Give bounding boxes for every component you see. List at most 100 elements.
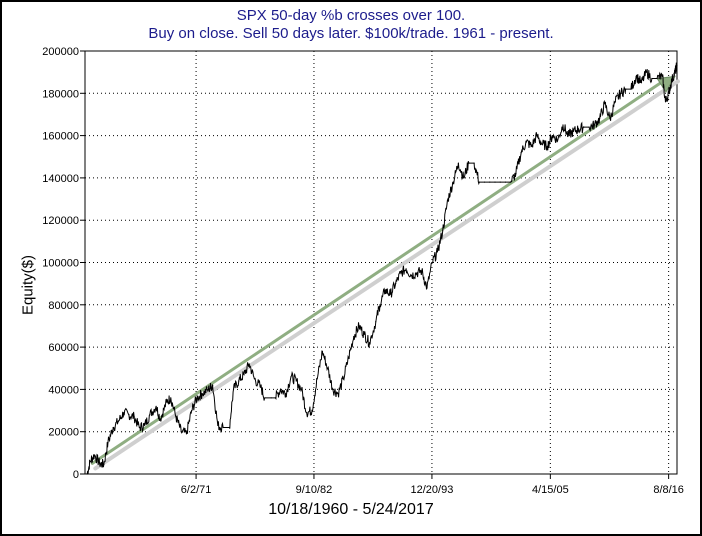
equity-data-point [604,103,606,105]
equity-data-point [238,380,240,382]
equity-data-point [515,173,517,175]
y-tick-label: 180000 [42,88,79,100]
equity-data-point [358,325,360,327]
equity-data-point [170,397,172,399]
equity-data-point [478,181,480,183]
equity-data-point [651,77,653,80]
y-tick-label: 120000 [42,215,79,227]
equity-data-point [327,367,329,369]
equity-data-point [676,65,678,67]
y-tick-label: 60000 [48,342,79,354]
equity-data-point [551,135,554,137]
equity-data-point [415,272,418,274]
equity-data-point [175,416,177,418]
equity-data-point [395,283,397,285]
equity-data-point [285,393,287,395]
equity-data-point [646,71,648,73]
equity-data-point [609,118,611,120]
equity-data-point [674,71,676,73]
equity-data-point [321,350,324,352]
equity-data-point [546,145,548,147]
chart-subtitle: Buy on close. Sell 50 days later. $100k/… [148,25,554,42]
equity-data-point [212,384,214,386]
equity-data-point [656,77,658,80]
equity-data-point [664,101,667,103]
y-tick-label: 40000 [48,384,79,396]
equity-data-point [363,333,365,336]
equity-data-point [619,92,622,94]
equity-data-point [567,135,569,137]
equity-data-point [442,230,444,232]
trend-arrow-shaft [90,79,665,465]
equity-data-point [185,433,188,435]
equity-data-point [489,181,491,183]
chart-title: SPX 50-day %b crosses over 100. [236,7,466,24]
equity-data-point [625,88,627,90]
equity-data-point [264,397,266,399]
equity-data-point [668,92,670,94]
equity-data-point [593,124,595,126]
equity-data-point [191,409,193,412]
equity-data-point [300,388,303,390]
y-tick-label: 0 [73,469,79,481]
equity-data-point [159,418,161,420]
equity-data-point [426,287,428,289]
equity-data-point [599,118,601,120]
equity-data-point [260,386,262,388]
equity-data-point [640,82,643,84]
y-tick-label: 80000 [48,300,79,312]
equity-data-point [228,426,230,429]
equity-data-point [107,441,109,443]
equity-data-point [468,162,470,164]
equity-data-point [306,412,308,414]
equity-data-point [557,139,559,141]
x-tick-label: 12/20/93 [411,484,454,496]
equity-data-point [510,181,512,183]
equity-data-point [128,414,130,416]
x-tick-label: 4/15/05 [532,484,569,496]
equity-data-point [562,124,564,126]
equity-data-point [630,88,632,90]
y-tick-label: 20000 [48,427,79,439]
equity-data-point [520,151,522,154]
equity-data-point [389,293,392,295]
equity-data-point [295,380,297,382]
equity-data-point [144,424,146,426]
equity-data-point [243,373,245,376]
equity-data-point [447,198,449,200]
equity-line-layer [86,62,678,475]
equity-data-point [103,463,105,466]
equity-data-point [149,414,151,416]
equity-data-point [232,388,235,390]
x-axis-label: 10/18/1960 - 5/24/2017 [268,501,434,518]
y-tick-label: 160000 [42,131,79,143]
x-tick-label: 8/8/16 [653,484,684,496]
equity-data-point [384,289,386,291]
equity-data-point [86,473,88,475]
equity-data-point [572,130,575,132]
equity-data-point [400,272,402,274]
equity-data-point [368,342,371,344]
equity-data-point [117,420,120,422]
equity-data-point [342,378,344,380]
equity-data-point [494,181,496,183]
equity-data-point [483,181,486,183]
equity-data-point [248,363,250,365]
equity-data-point [138,426,140,429]
equity-data-point [270,397,272,399]
equity-data-point [431,261,433,264]
equity-data-point [410,274,412,276]
y-tick-label: 200000 [42,46,79,58]
y-tick-label: 100000 [42,258,79,270]
equity-data-point [89,460,91,462]
equity-data-point [155,405,157,407]
equity-data-point [588,126,590,128]
equity-data-point [93,454,96,456]
equity-data-point [671,80,673,82]
trend-arrow-head [656,75,676,93]
equity-data-point [207,388,210,390]
equity-data-point [473,162,475,164]
equity-data-point [463,177,465,179]
equity-data-point [525,141,527,143]
